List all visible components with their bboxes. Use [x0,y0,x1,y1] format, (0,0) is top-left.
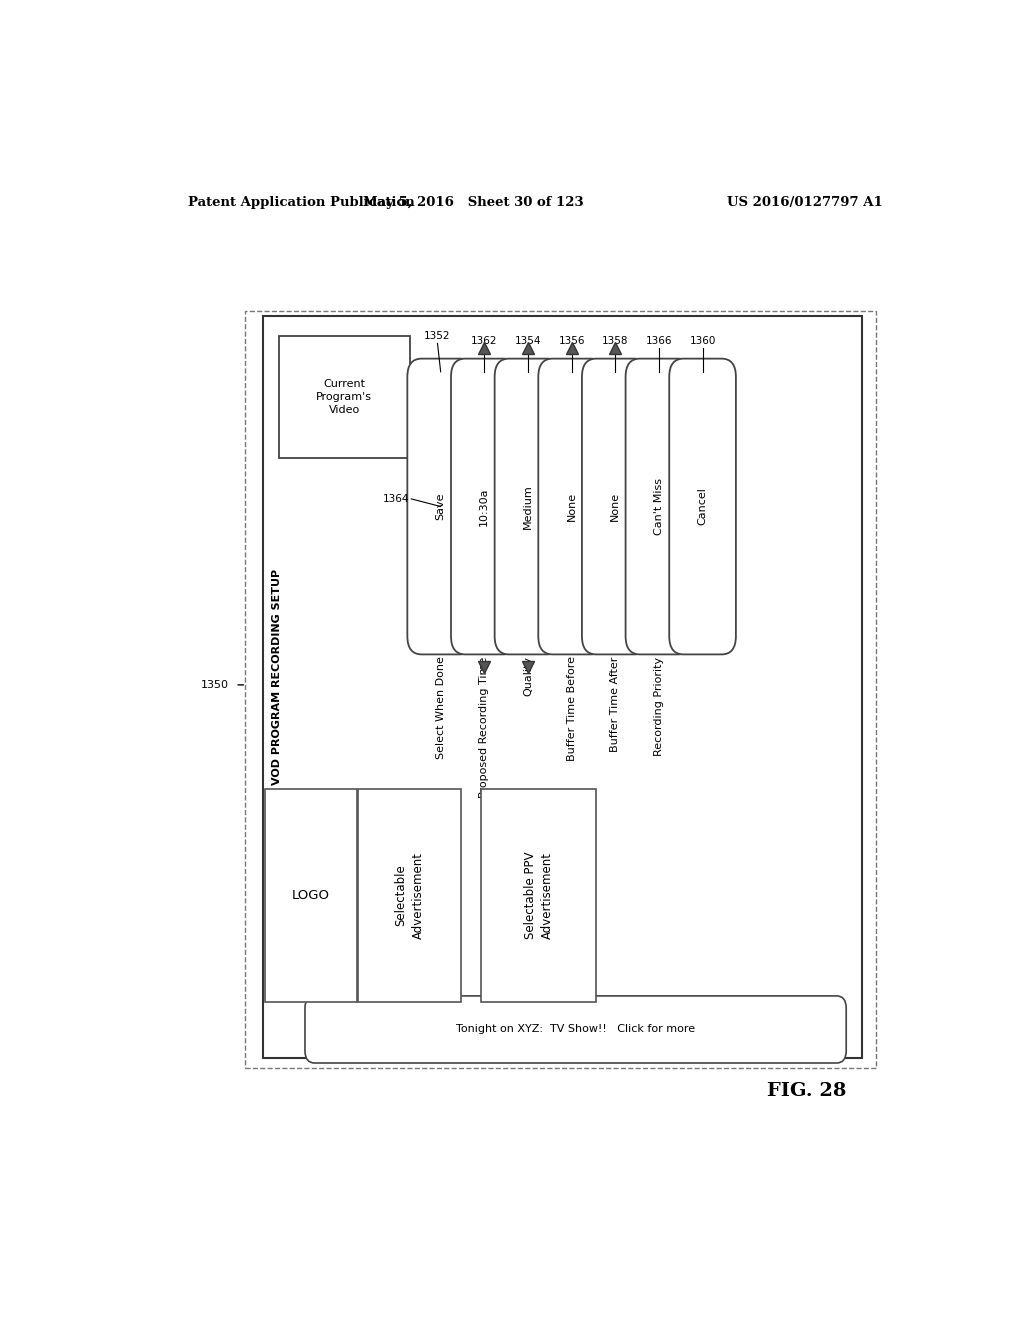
Text: 1366: 1366 [646,337,672,346]
FancyBboxPatch shape [265,788,356,1002]
Text: Recording Priority: Recording Priority [654,656,664,755]
FancyBboxPatch shape [408,359,474,655]
Text: None: None [566,492,577,521]
FancyBboxPatch shape [582,359,648,655]
Text: 1356: 1356 [558,337,585,346]
FancyBboxPatch shape [305,995,846,1063]
Text: US 2016/0127797 A1: US 2016/0127797 A1 [727,195,883,209]
FancyBboxPatch shape [481,788,596,1002]
Text: LOGO: LOGO [292,888,330,902]
Text: Proposed Recording Time: Proposed Recording Time [479,656,489,797]
FancyBboxPatch shape [263,315,862,1057]
Text: 1354: 1354 [515,337,542,346]
FancyBboxPatch shape [358,788,461,1002]
Text: Selectable PPV
Advertisement: Selectable PPV Advertisement [523,851,554,939]
Text: 1360: 1360 [689,337,716,346]
Text: 1358: 1358 [602,337,629,346]
Text: Quality: Quality [523,656,532,697]
Text: VOD PROGRAM RECORDING SETUP: VOD PROGRAM RECORDING SETUP [272,569,283,785]
Text: None: None [610,492,621,521]
Text: Current
Program's
Video: Current Program's Video [316,379,373,416]
FancyBboxPatch shape [279,337,410,458]
Text: 1362: 1362 [471,337,498,346]
Text: Can't Miss: Can't Miss [654,478,664,535]
Text: Selectable
Advertisement: Selectable Advertisement [394,851,425,939]
FancyBboxPatch shape [451,359,518,655]
Text: Patent Application Publication: Patent Application Publication [187,195,415,209]
Text: Select When Done: Select When Done [435,656,445,759]
FancyBboxPatch shape [626,359,692,655]
FancyBboxPatch shape [495,359,561,655]
Text: 1352: 1352 [424,331,451,342]
Text: FIG. 28: FIG. 28 [767,1082,846,1101]
Text: 1350: 1350 [201,680,228,690]
FancyBboxPatch shape [539,359,605,655]
FancyBboxPatch shape [246,312,877,1068]
Text: Buffer Time Before: Buffer Time Before [566,656,577,762]
Text: Tonight on XYZ:  TV Show!!   Click for more: Tonight on XYZ: TV Show!! Click for more [456,1024,695,1035]
Text: Buffer Time After: Buffer Time After [610,656,621,752]
Text: Medium: Medium [523,484,532,529]
Text: May 5, 2016   Sheet 30 of 123: May 5, 2016 Sheet 30 of 123 [362,195,584,209]
FancyBboxPatch shape [670,359,736,655]
Text: Cancel: Cancel [697,487,708,525]
Text: Save: Save [435,492,445,520]
Text: 10:30a: 10:30a [479,487,489,525]
Text: 1364: 1364 [383,494,410,504]
